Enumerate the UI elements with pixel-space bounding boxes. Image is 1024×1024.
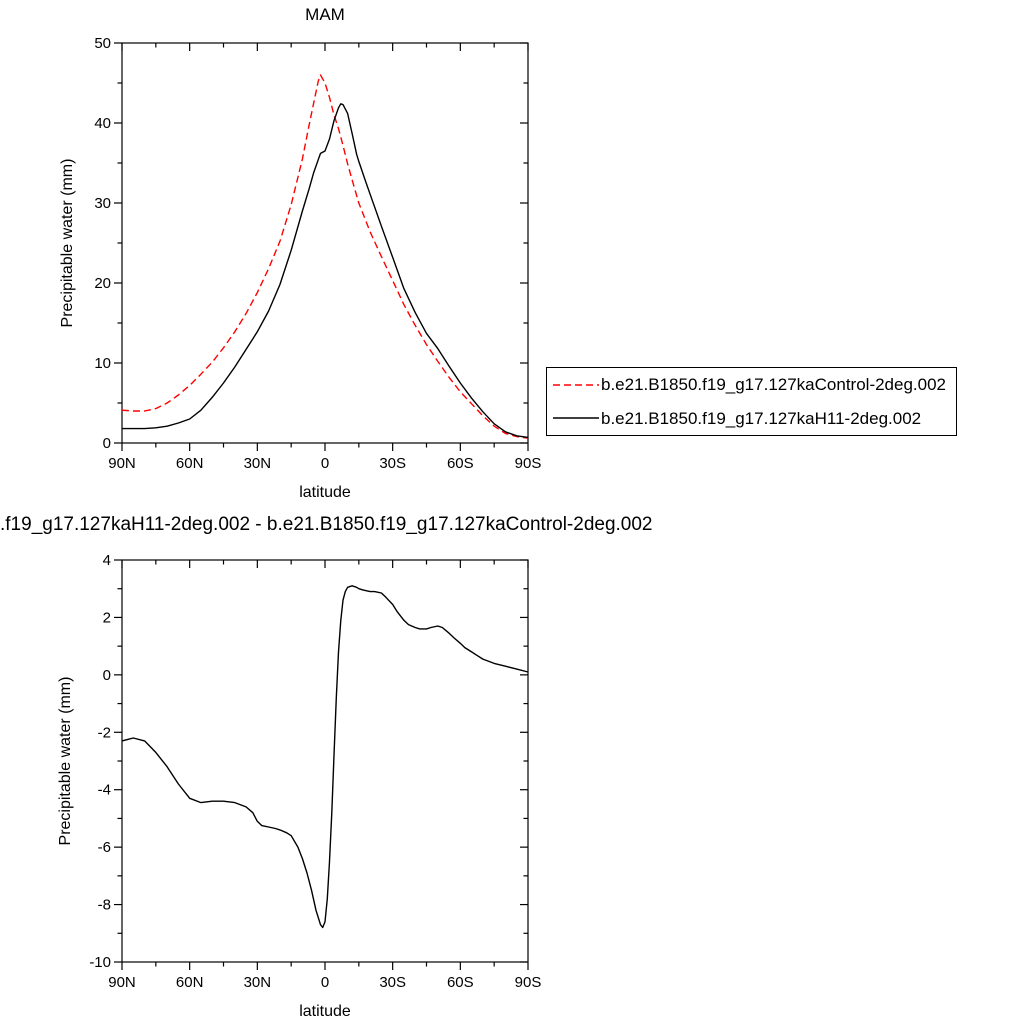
series-line-1 — [122, 103, 529, 439]
x-tick-label: 90N — [108, 455, 136, 472]
y-tick-label: -10 — [89, 954, 111, 971]
y-tick-label: -6 — [98, 839, 111, 856]
y-axis-label: Precipitable water (mm) — [59, 159, 76, 328]
x-tick-label: 30N — [244, 974, 272, 991]
plot-border — [121, 559, 529, 963]
x-tick-label: 60S — [447, 455, 474, 472]
x-tick-label: 90N — [108, 974, 136, 991]
x-tick-label: 30S — [379, 974, 406, 991]
x-tick-label: 30S — [379, 455, 406, 472]
x-tick-label: 60S — [447, 974, 474, 991]
x-tick-label: 90S — [515, 974, 542, 991]
x-tick-label: 0 — [321, 455, 329, 472]
y-tick-label: 4 — [103, 552, 111, 569]
x-tick-label: 0 — [321, 974, 329, 991]
y-tick-label: 40 — [94, 115, 111, 132]
y-tick-label: 50 — [94, 35, 111, 52]
legend-solid-line-sample — [553, 417, 599, 420]
legend-label-control: b.e21.B1850.f19_g17.127kaControl-2deg.00… — [601, 375, 947, 394]
x-tick-label: 60N — [176, 455, 204, 472]
y-tick-label: 0 — [103, 667, 111, 684]
y-axis-label: Precipitable water (mm) — [57, 677, 74, 846]
y-tick-label: -8 — [98, 897, 111, 914]
chart-title: .f19_g17.127kaH11-2deg.002 - b.e21.B1850… — [0, 514, 653, 535]
y-tick-label: 0 — [103, 435, 111, 452]
x-tick-label: 30N — [244, 455, 272, 472]
mam-chart: 90N 60N 30N 0 30S 60S 90S 0 10 20 30 40 50 MAM latitud… — [59, 5, 541, 501]
legend-label-h11: b.e21.B1850.f19_g17.127kaH11-2deg.002 — [601, 408, 922, 428]
legend-entry-control: b.e21.B1850.f19_g17.127kaControl-2deg.00… — [553, 375, 946, 395]
y-tick-label: 20 — [94, 275, 111, 292]
legend-dashed-line-sample — [553, 384, 599, 386]
series-line-0 — [121, 74, 529, 439]
y-tick-label: -2 — [98, 724, 111, 741]
x-tick-label: 60N — [176, 974, 204, 991]
difference-chart: 90N 60N 30N 0 30S 60S 90S -10 -8 -6 -4 -2 0 2 4 .f19_g1… — [0, 514, 653, 1020]
x-axis-label: latitude — [299, 484, 351, 501]
chart-title: MAM — [305, 5, 345, 24]
legend-box: b.e21.B1850.f19_g17.127kaControl-2deg.00… — [546, 367, 958, 437]
x-axis-label: latitude — [299, 1003, 351, 1020]
y-tick-label: 2 — [103, 609, 111, 626]
x-tick-label: 90S — [515, 455, 542, 472]
plot-border — [121, 42, 529, 444]
series-line-0 — [121, 585, 529, 929]
legend-entry-h11: b.e21.B1850.f19_g17.127kaH11-2deg.002 — [553, 409, 946, 429]
y-tick-label: 30 — [94, 195, 111, 212]
y-tick-label: 10 — [94, 355, 111, 372]
y-tick-label: -4 — [98, 782, 111, 799]
